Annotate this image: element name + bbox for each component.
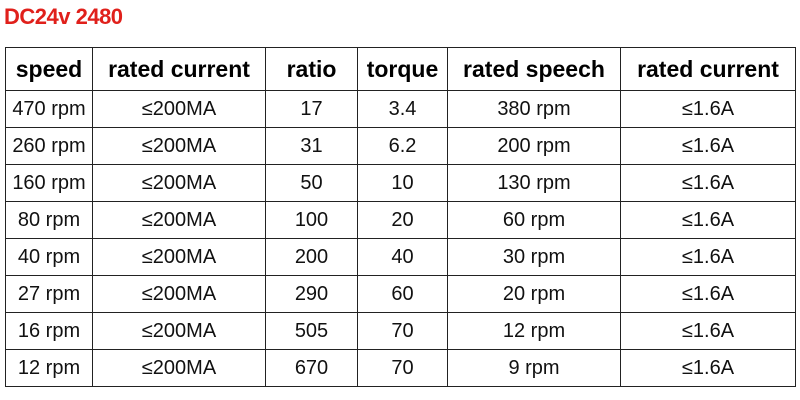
table-cell: ≤1.6A (620, 349, 796, 387)
header-cell: ratio (265, 47, 358, 91)
table-cell: 10 (357, 164, 448, 202)
sheet-title: DC24v 2480 (4, 4, 123, 29)
table-cell: 160 rpm (5, 164, 93, 202)
table-cell: 200 rpm (447, 127, 621, 165)
table-cell: ≤200MA (92, 164, 266, 202)
table-row: 27 rpm ≤200MA 290 60 20 rpm ≤1.6A (5, 275, 796, 313)
table-cell: ≤1.6A (620, 164, 796, 202)
table-row: 40 rpm ≤200MA 200 40 30 rpm ≤1.6A (5, 238, 796, 276)
table-cell: ≤200MA (92, 238, 266, 276)
table-cell: ≤1.6A (620, 127, 796, 165)
table-cell: 130 rpm (447, 164, 621, 202)
table-cell: 70 (357, 312, 448, 350)
table-cell: ≤200MA (92, 90, 266, 128)
table-cell: 670 (265, 349, 358, 387)
table-cell: 260 rpm (5, 127, 93, 165)
table-cell: ≤1.6A (620, 90, 796, 128)
table-cell: ≤1.6A (620, 275, 796, 313)
table-row: 160 rpm ≤200MA 50 10 130 rpm ≤1.6A (5, 164, 796, 202)
table-cell: ≤1.6A (620, 312, 796, 350)
table-cell: ≤200MA (92, 349, 266, 387)
header-cell: rated current (92, 47, 266, 91)
table-cell: ≤200MA (92, 312, 266, 350)
table-cell: 40 (357, 238, 448, 276)
table-cell: ≤1.6A (620, 238, 796, 276)
header-cell: rated speech (447, 47, 621, 91)
table-cell: ≤200MA (92, 201, 266, 239)
table-cell: ≤1.6A (620, 201, 796, 239)
table-row: 260 rpm ≤200MA 31 6.2 200 rpm ≤1.6A (5, 127, 796, 165)
table-cell: 470 rpm (5, 90, 93, 128)
table-row: 80 rpm ≤200MA 100 20 60 rpm ≤1.6A (5, 201, 796, 239)
table-cell: 20 rpm (447, 275, 621, 313)
table-cell: 16 rpm (5, 312, 93, 350)
table-cell: 80 rpm (5, 201, 93, 239)
table-cell: 200 (265, 238, 358, 276)
table-cell: 50 (265, 164, 358, 202)
table-cell: 20 (357, 201, 448, 239)
table-cell: 9 rpm (447, 349, 621, 387)
table-cell: 27 rpm (5, 275, 93, 313)
table-body: 470 rpm ≤200MA 17 3.4 380 rpm ≤1.6A 260 rpm ≤20… (5, 90, 796, 387)
table-cell: 12 rpm (5, 349, 93, 387)
table-cell: 40 rpm (5, 238, 93, 276)
table-row: 16 rpm ≤200MA 505 70 12 rpm ≤1.6A (5, 312, 796, 350)
table-cell: 12 rpm (447, 312, 621, 350)
table-cell: 60 (357, 275, 448, 313)
table-cell: ≤200MA (92, 275, 266, 313)
table-cell: 380 rpm (447, 90, 621, 128)
spec-table: speed rated current ratio torque rated speec… (5, 47, 796, 387)
header-cell: torque (357, 47, 448, 91)
table-cell: 6.2 (357, 127, 448, 165)
header-row: speed rated current ratio torque rated speec… (5, 47, 796, 91)
header-cell: speed (5, 47, 93, 91)
table-cell: ≤200MA (92, 127, 266, 165)
table-cell: 290 (265, 275, 358, 313)
table-cell: 31 (265, 127, 358, 165)
table-cell: 30 rpm (447, 238, 621, 276)
table-row: 470 rpm ≤200MA 17 3.4 380 rpm ≤1.6A (5, 90, 796, 128)
table-cell: 3.4 (357, 90, 448, 128)
header-cell: rated current (620, 47, 796, 91)
table-cell: 17 (265, 90, 358, 128)
table-cell: 505 (265, 312, 358, 350)
table-cell: 60 rpm (447, 201, 621, 239)
table-cell: 70 (357, 349, 448, 387)
table-row: 12 rpm ≤200MA 670 70 9 rpm ≤1.6A (5, 349, 796, 387)
table-cell: 100 (265, 201, 358, 239)
